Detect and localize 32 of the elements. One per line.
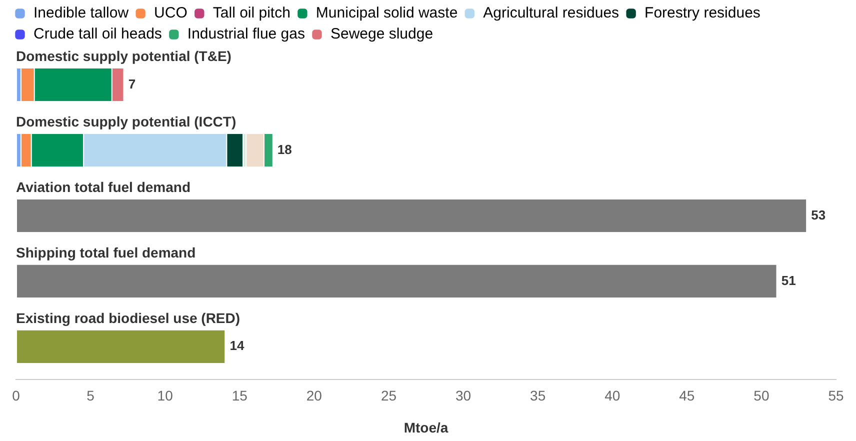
legend-label: UCO [154, 4, 188, 22]
x-tick-label: 25 [380, 388, 397, 404]
y-tick-label: Domestic supply potential (T&E) [16, 48, 232, 64]
total-label: 53 [811, 207, 826, 222]
x-tick-label: 55 [828, 388, 844, 404]
legend-label: Municipal solid waste [316, 4, 458, 22]
x-tick-label: 0 [12, 388, 20, 404]
legend-label: Crude tall oil heads [34, 26, 162, 43]
x-tick-label: 45 [679, 388, 695, 404]
x-tick-label: 30 [455, 388, 472, 404]
legend-label: Tall oil pitch [212, 4, 290, 22]
x-axis-title: Mtoe/a [404, 419, 448, 436]
x-tick-label: 40 [604, 388, 620, 404]
legend-label: Industrial flue gas [187, 26, 305, 43]
y-tick-label: Aviation total fuel demand [16, 179, 190, 196]
x-tick-label: 15 [232, 388, 248, 404]
x-tick-label: 35 [530, 388, 546, 404]
x-tick-label: 10 [157, 388, 174, 404]
x-tick-label: 50 [754, 388, 770, 404]
y-tick-label: Shipping total fuel demand [16, 244, 196, 261]
legend-label: Sewege sludge [330, 26, 434, 43]
x-tick-label: 20 [306, 388, 322, 404]
total-label: 51 [781, 272, 796, 288]
total-label: 18 [277, 142, 292, 157]
total-label: 14 [230, 338, 245, 354]
legend-label: Inedible tallow [34, 4, 129, 22]
y-tick-label: Domestic supply potential (ICCT) [16, 114, 236, 130]
total-label: 7 [128, 76, 136, 92]
y-tick-label: Existing road biodiesel use (RED) [16, 310, 240, 326]
x-tick-label: 5 [86, 388, 95, 404]
legend-label: Agricultural residues [483, 4, 620, 22]
legend-label: Forestry residues [644, 4, 760, 22]
